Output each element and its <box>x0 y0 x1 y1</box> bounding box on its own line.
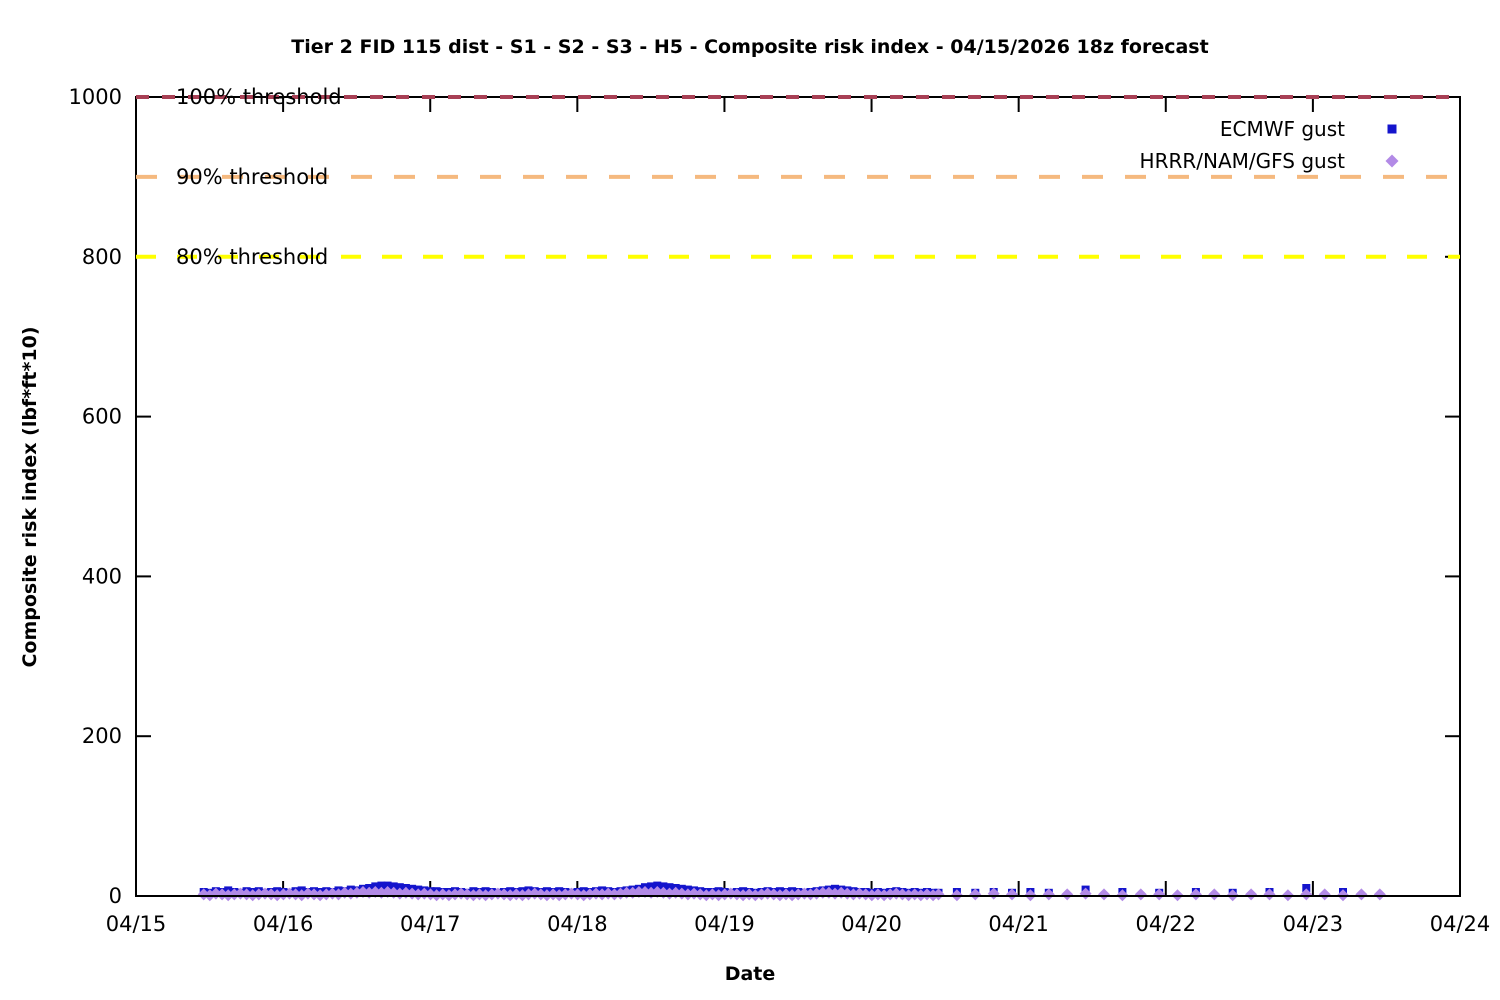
threshold-label: 100% threshold <box>176 85 342 109</box>
svg-text:1000: 1000 <box>69 85 122 109</box>
svg-text:600: 600 <box>82 405 122 429</box>
legend-label: HRRR/NAM/GFS gust <box>1140 149 1346 173</box>
plot-border <box>135 96 1461 897</box>
svg-text:04/23: 04/23 <box>1283 912 1344 936</box>
svg-text:0: 0 <box>109 884 122 908</box>
x-axis-title: Date <box>724 963 776 985</box>
svg-text:04/22: 04/22 <box>1136 912 1197 936</box>
svg-text:04/15: 04/15 <box>106 912 167 936</box>
svg-text:200: 200 <box>82 724 122 748</box>
y-tick-labels: 0 200 400 600 800 1000 <box>69 85 122 908</box>
legend-label: ECMWF gust <box>1220 117 1345 141</box>
svg-text:04/19: 04/19 <box>694 912 755 936</box>
chart-title: Tier 2 FID 115 dist - S1 - S2 - S3 - H5 … <box>291 36 1209 58</box>
svg-text:800: 800 <box>82 245 122 269</box>
svg-text:04/18: 04/18 <box>547 912 608 936</box>
svg-text:400: 400 <box>82 564 122 588</box>
svg-text:04/17: 04/17 <box>400 912 461 936</box>
svg-text:04/24: 04/24 <box>1430 912 1491 936</box>
threshold-label: 80% threshold <box>176 245 328 269</box>
x-tick-labels: 04/15 04/16 04/17 04/18 04/19 04/20 04/21 04/22… <box>106 912 1491 936</box>
svg-text:04/21: 04/21 <box>988 912 1049 936</box>
y-axis-title: Composite risk index (lbf*ft*10) <box>19 326 41 668</box>
threshold-label: 90% threshold <box>176 165 328 189</box>
axis-ticks <box>135 96 1461 897</box>
svg-text:04/20: 04/20 <box>841 912 902 936</box>
svg-text:04/16: 04/16 <box>253 912 314 936</box>
legend: ECMWF gust HRRR/NAM/GFS gust <box>1140 117 1399 173</box>
